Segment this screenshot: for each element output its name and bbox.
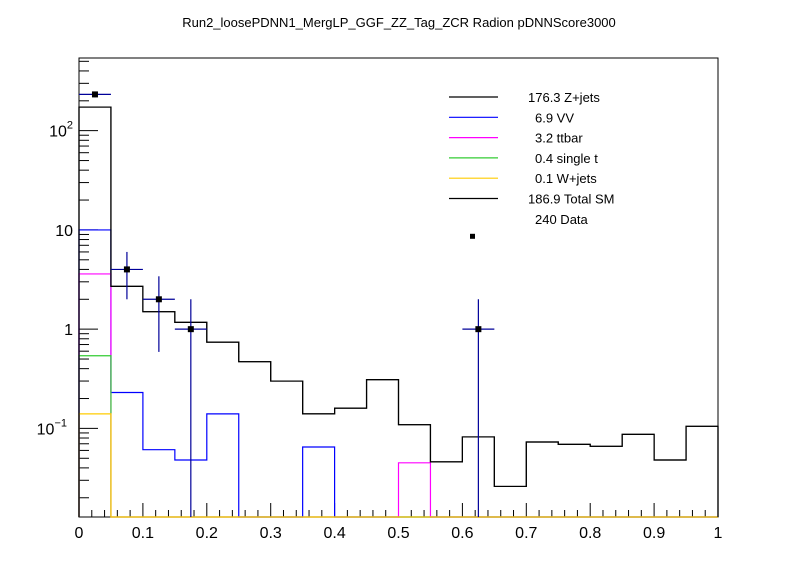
- data-marker: [187, 326, 194, 333]
- x-tick-label: 0.3: [260, 525, 282, 542]
- x-tick-label: 0.8: [579, 525, 601, 542]
- legend-entry: 3.2 ttbar: [449, 131, 583, 146]
- data-point: [174, 299, 207, 517]
- legend-entry: 186.9 Total SM: [449, 192, 614, 207]
- x-tick-label: 0: [75, 525, 84, 542]
- data-marker: [91, 91, 98, 98]
- x-tick-label: 0.7: [515, 525, 537, 542]
- legend-label: 176.3 Z+jets: [528, 90, 600, 105]
- legend-entry: 240 Data: [470, 212, 589, 239]
- x-tick-label: 0.9: [643, 525, 665, 542]
- legend-label: 240 Data: [535, 212, 589, 227]
- hist-total-sm: [78, 106, 719, 517]
- data-marker: [475, 326, 482, 333]
- x-tick-label: 0.1: [132, 525, 154, 542]
- x-tick-label: 0.6: [451, 525, 473, 542]
- x-tick-label: 1: [714, 525, 723, 542]
- legend-label: 0.4 single t: [535, 151, 598, 166]
- hist-w-jets: [78, 413, 718, 518]
- y-tick-label: 10: [55, 223, 73, 240]
- legend-marker: [470, 233, 475, 239]
- x-tick-label: 0.4: [323, 525, 345, 542]
- data-point: [462, 299, 495, 517]
- data-marker: [155, 296, 162, 303]
- data-point: [79, 91, 111, 98]
- y-tick-label: 1: [64, 322, 73, 339]
- data-marker: [123, 266, 130, 273]
- legend-label: 186.9 Total SM: [528, 192, 614, 207]
- legend-label: 0.1 W+jets: [535, 171, 597, 186]
- legend-label: 6.9 VV: [535, 110, 574, 125]
- y-tick-label: 10−1: [37, 417, 67, 438]
- x-tick-label: 0.5: [387, 525, 409, 542]
- data-point: [142, 276, 175, 352]
- data-point: [110, 251, 143, 300]
- chart-title: Run2_loosePDNN1_MergLP_GGF_ZZ_Tag_ZCR Ra…: [182, 15, 616, 30]
- y-tick-label: 102: [49, 120, 73, 141]
- legend-entry: 6.9 VV: [449, 110, 574, 125]
- legend-entry: 0.4 single t: [449, 151, 598, 166]
- plot-frame: [78, 57, 719, 518]
- legend-entry: 0.1 W+jets: [449, 171, 597, 186]
- x-tick-label: 0.2: [196, 525, 218, 542]
- legend-entry: 176.3 Z+jets: [449, 90, 600, 105]
- legend-label: 3.2 ttbar: [535, 131, 583, 146]
